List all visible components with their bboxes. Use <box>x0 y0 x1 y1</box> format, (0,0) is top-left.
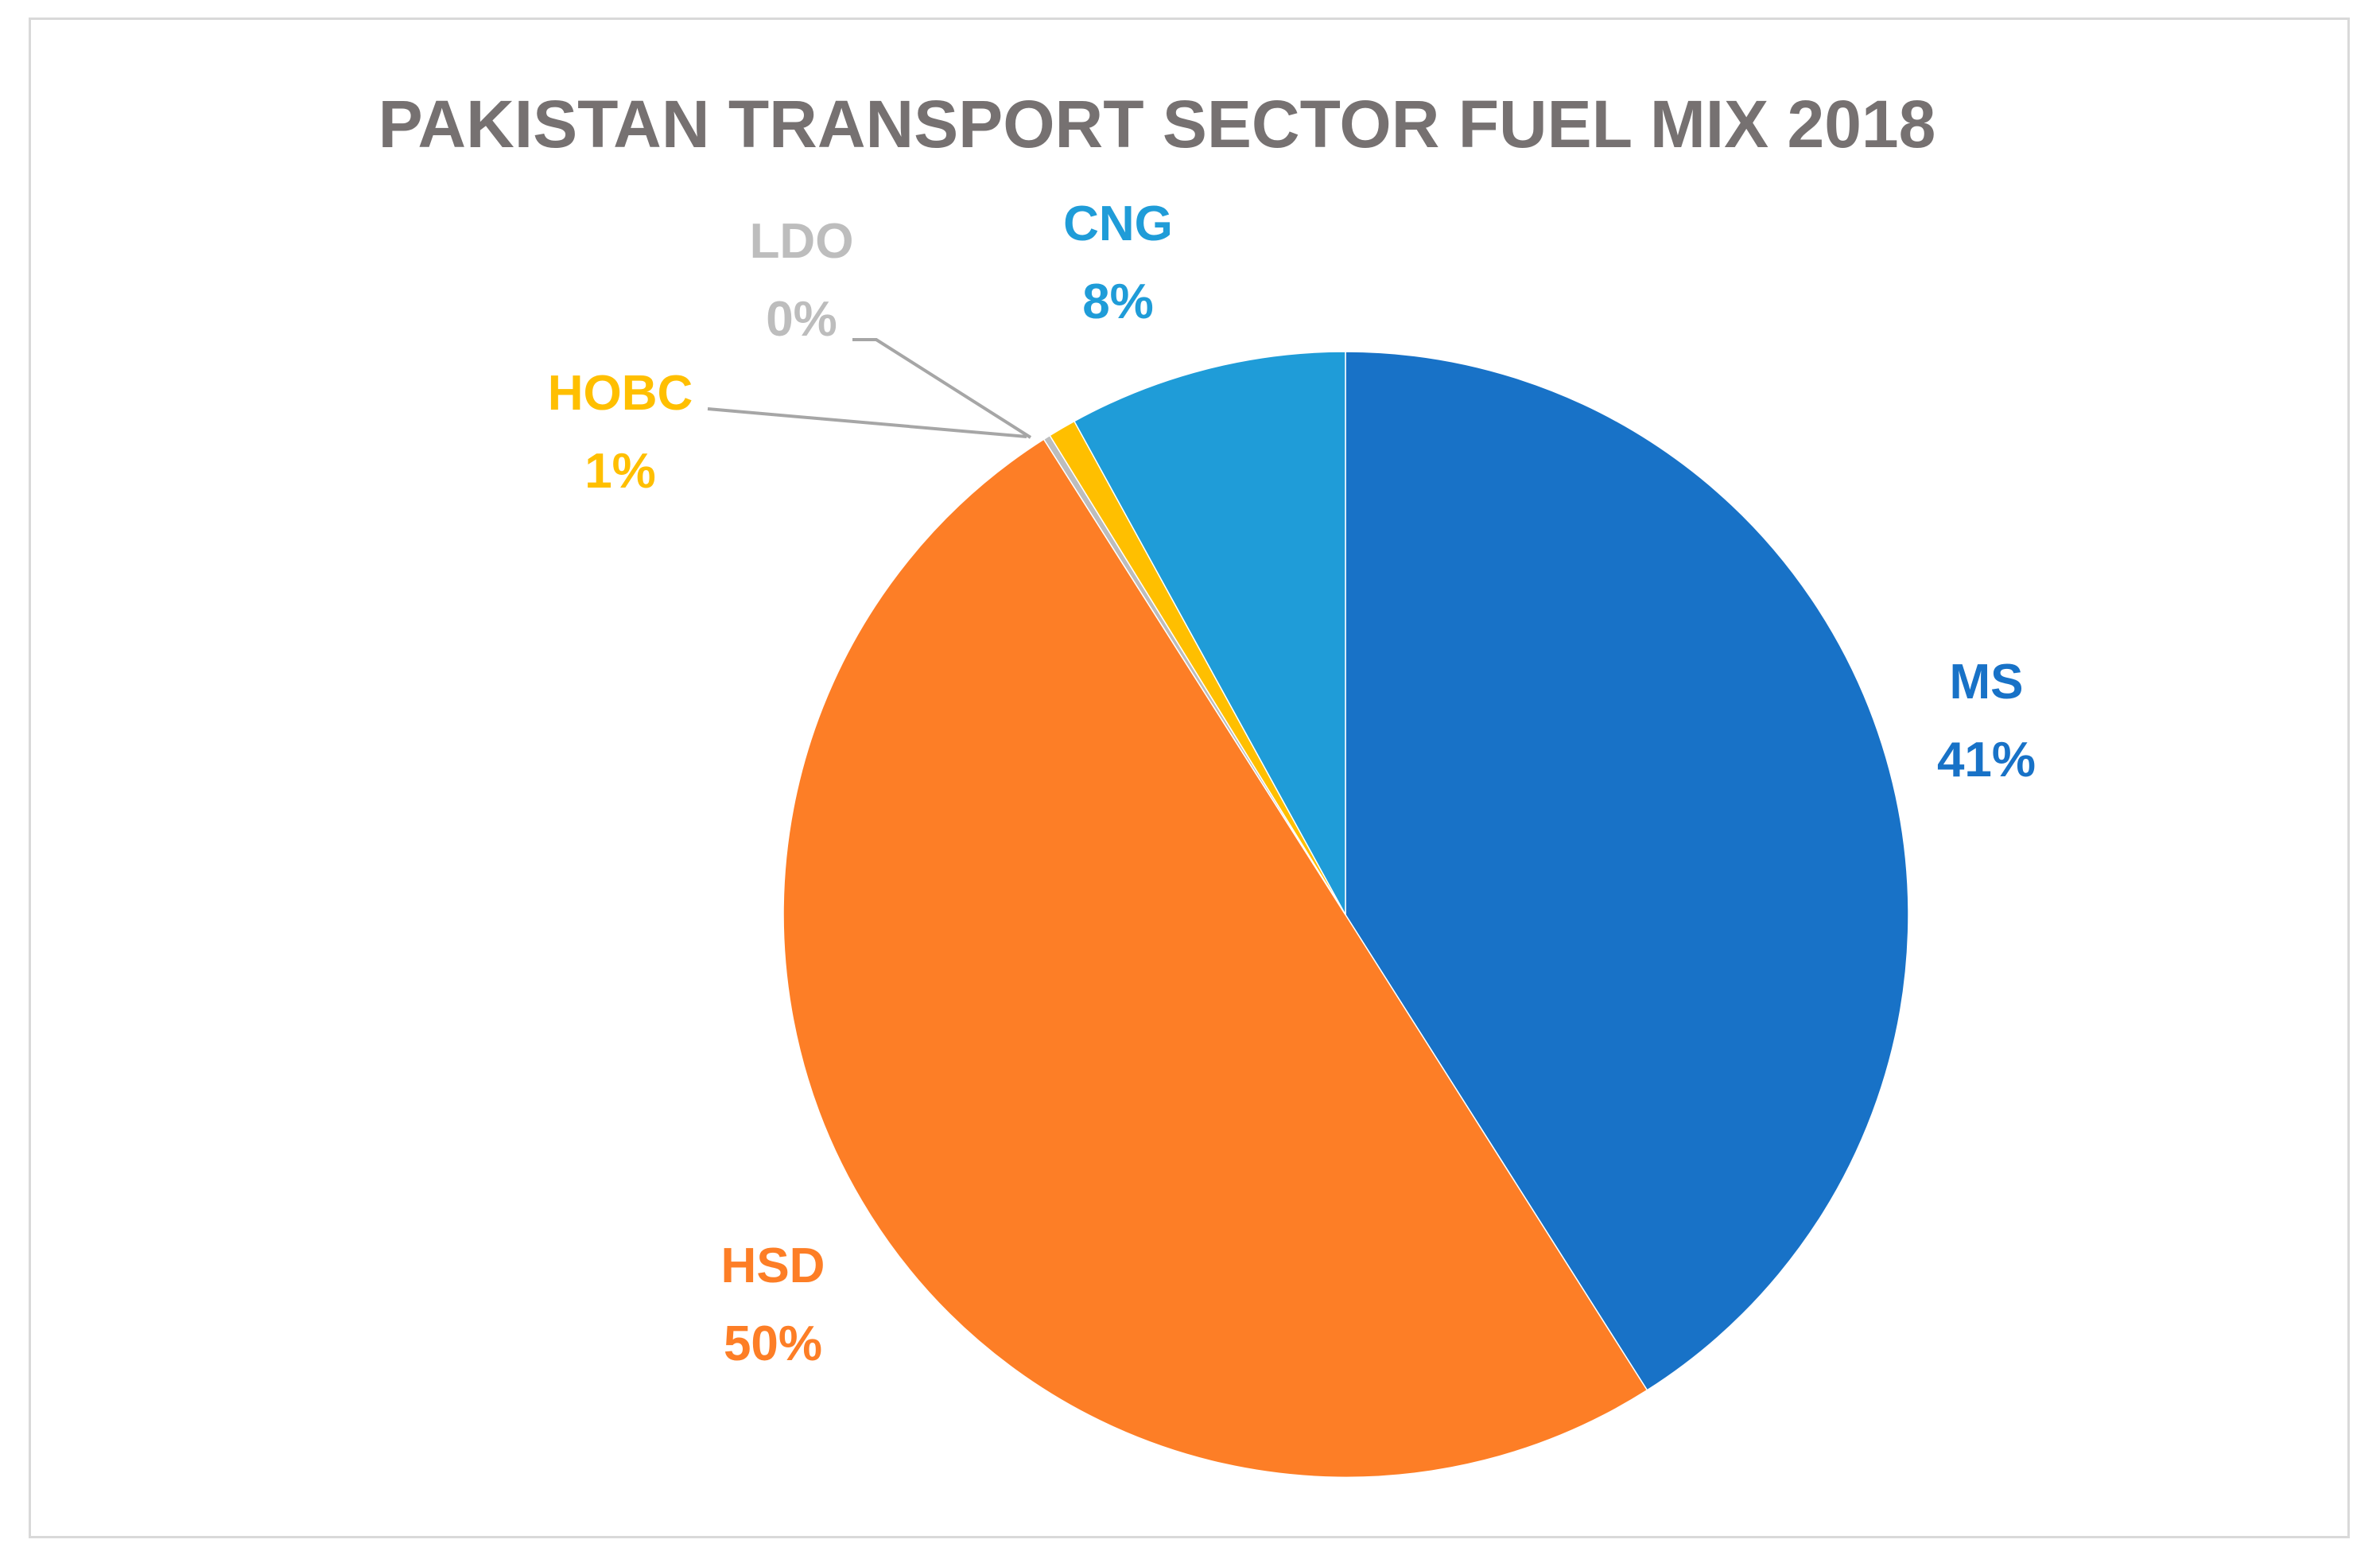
slice-label-name-hsd: HSD <box>721 1238 825 1293</box>
leader-line-hobc <box>707 407 1027 438</box>
leader-line-ldo <box>852 338 1032 439</box>
slice-label-name-hobc: HOBC <box>548 366 693 421</box>
pie-slices <box>782 351 1909 1479</box>
pie-slice-ms[interactable] <box>1345 351 1909 1391</box>
slice-label-name-ms: MS <box>1950 655 2024 710</box>
slice-label-name-ldo: LDO <box>750 214 854 269</box>
slice-label-value-cng: 8% <box>1082 274 1154 329</box>
slice-label-value-ldo: 0% <box>766 292 837 347</box>
slice-labels: MS 41% HSD 50% LDO 0% HOBC 1% CNG 8% <box>548 196 2036 1371</box>
pie-slice-cng[interactable] <box>1073 351 1346 916</box>
pie-slice-hsd[interactable] <box>782 438 1648 1479</box>
leader-lines <box>707 338 1032 439</box>
slice-label-value-hsd: 50% <box>724 1316 822 1371</box>
chart-title: PAKISTAN TRANSPORT SECTOR FUEL MIX 2018 <box>379 87 1936 161</box>
slice-label-value-ms: 41% <box>1937 733 2036 787</box>
slice-label-name-cng: CNG <box>1063 196 1173 251</box>
slice-label-value-hobc: 1% <box>584 444 656 499</box>
